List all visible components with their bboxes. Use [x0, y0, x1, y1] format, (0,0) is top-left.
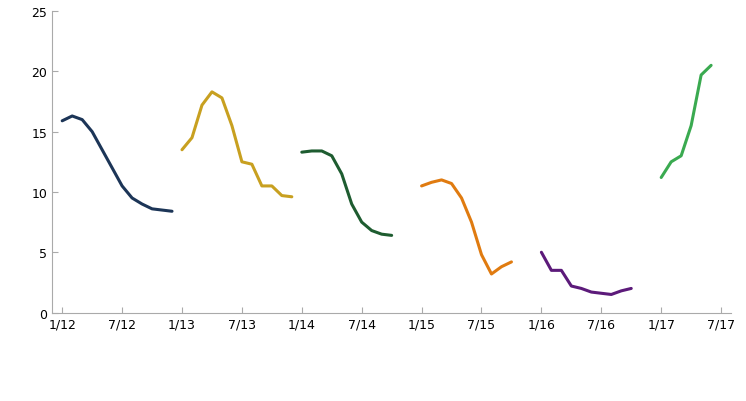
- 2012: [137, 202, 146, 207]
- 2015: [467, 220, 476, 225]
- 2013: [237, 160, 246, 165]
- 2014: [347, 202, 356, 207]
- 2015: [477, 253, 486, 257]
- 2014: [327, 154, 336, 159]
- 2016: [577, 286, 586, 291]
- 2012: [57, 119, 66, 124]
- 2013: [178, 148, 186, 153]
- 2014: [298, 150, 307, 155]
- 2016: [597, 291, 606, 296]
- 2016: [557, 268, 566, 273]
- 2017: [677, 154, 686, 159]
- 2015: [437, 178, 446, 183]
- 2014: [387, 233, 396, 238]
- 2014: [357, 220, 366, 225]
- Line: 2012: 2012: [62, 117, 172, 212]
- 2017: [686, 124, 695, 129]
- 2012: [168, 209, 177, 214]
- 2015: [447, 182, 456, 186]
- 2012: [128, 196, 137, 201]
- 2015: [427, 180, 436, 185]
- 2013: [267, 184, 276, 189]
- 2017: [697, 73, 706, 78]
- 2013: [228, 124, 236, 129]
- 2014: [337, 172, 346, 177]
- 2016: [627, 286, 636, 291]
- 2013: [278, 194, 286, 198]
- Line: 2014: 2014: [302, 152, 392, 236]
- 2016: [537, 250, 546, 255]
- 2014: [367, 229, 376, 233]
- 2016: [547, 268, 556, 273]
- 2012: [68, 114, 77, 119]
- 2012: [118, 184, 127, 189]
- Line: 2017: 2017: [661, 66, 711, 178]
- 2013: [287, 195, 296, 200]
- 2012: [78, 118, 87, 123]
- 2013: [187, 136, 196, 141]
- 2014: [317, 149, 326, 154]
- 2017: [656, 176, 665, 180]
- 2015: [497, 265, 506, 269]
- Line: 2016: 2016: [542, 253, 631, 295]
- 2013: [248, 162, 257, 167]
- 2016: [567, 284, 576, 289]
- 2013: [207, 90, 216, 95]
- 2016: [587, 290, 596, 295]
- Legend: 2012, 2013, 2014, 2015, 2016, 2017: 2012, 2013, 2014, 2015, 2016, 2017: [159, 394, 624, 401]
- 2017: [706, 64, 715, 69]
- 2015: [457, 196, 466, 201]
- Line: 2013: 2013: [182, 93, 292, 197]
- 2012: [107, 166, 116, 171]
- 2012: [148, 207, 157, 212]
- 2012: [157, 208, 166, 213]
- 2014: [307, 149, 316, 154]
- 2014: [377, 232, 386, 237]
- 2013: [218, 96, 227, 101]
- 2013: [257, 184, 266, 189]
- 2015: [507, 260, 516, 265]
- 2016: [606, 292, 615, 297]
- 2015: [417, 184, 426, 189]
- Line: 2015: 2015: [421, 180, 512, 274]
- 2012: [88, 130, 97, 135]
- 2013: [198, 103, 207, 108]
- 2016: [617, 289, 626, 294]
- 2017: [667, 160, 676, 165]
- 2015: [487, 272, 496, 277]
- 2012: [98, 148, 107, 153]
